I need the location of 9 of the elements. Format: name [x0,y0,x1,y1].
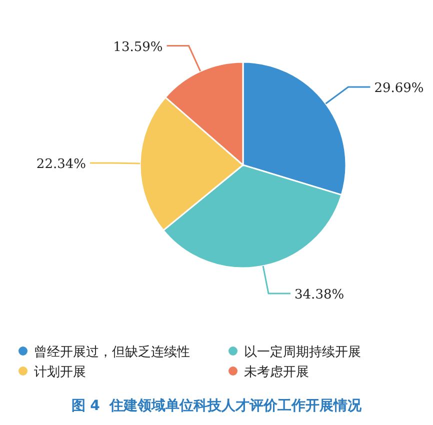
legend-label: 计划开展 [34,365,86,380]
legend-label: 曾经开展过，但缺乏连续性 [34,345,190,360]
legend-label: 未考虑开展 [244,365,309,380]
data-label: 13.59% [113,40,163,55]
legend-label: 以一定周期持续开展 [244,345,361,360]
data-label: 22.34% [36,157,86,172]
text: 图 4 住建领域单位科技人才评价工作开展情况 [71,398,363,414]
data-label: 34.38% [294,287,344,302]
data-label: 29.69% [374,80,424,96]
